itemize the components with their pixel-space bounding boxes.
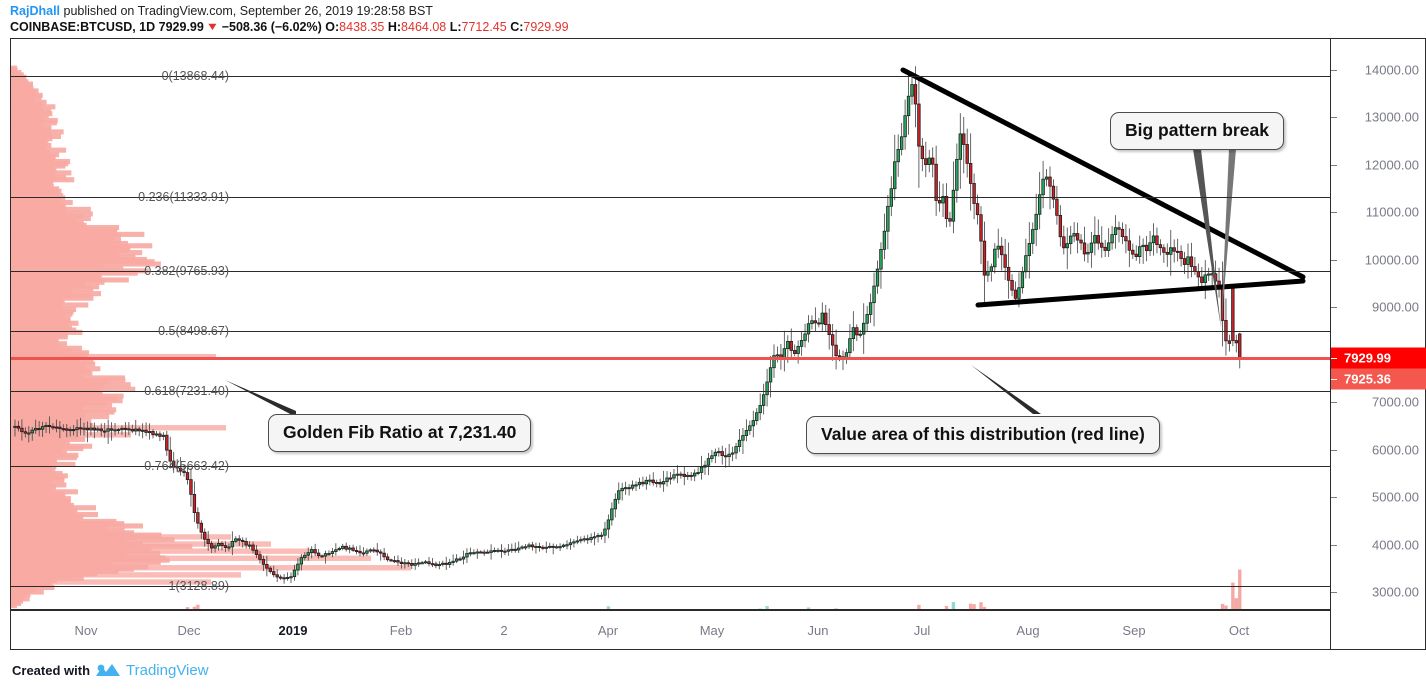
change-absolute: −508.36 xyxy=(221,20,268,34)
price-badge-last[interactable]: 7929.99 xyxy=(1331,347,1426,369)
price-tick-mark xyxy=(1331,117,1337,119)
close-value: 7929.99 xyxy=(523,20,569,34)
price-tick-label: 12000.00 xyxy=(1364,157,1419,173)
price-tick-label: 11000.00 xyxy=(1365,204,1419,220)
price-tick-label: 4000.00 xyxy=(1372,537,1419,553)
time-tick-label: 2019 xyxy=(278,623,308,638)
time-tick-label: Sep xyxy=(1122,623,1146,638)
price-tick-mark xyxy=(1331,592,1337,593)
header-publish-line: RajDhall published on TradingView.com, S… xyxy=(10,3,1426,19)
price-tick-mark xyxy=(1331,212,1337,214)
time-axis[interactable]: Nov Dec 2019 Feb 2 Apr May Jun Jul Aug Sep Oct xyxy=(10,610,1330,650)
fib-level-label: 0(13868.44) xyxy=(161,69,229,84)
price-badge-tick xyxy=(1331,358,1337,360)
tradingview-brand-name: TradingView xyxy=(126,662,209,679)
time-tick-label: Apr xyxy=(597,623,619,638)
time-tick-label: Dec xyxy=(177,623,201,638)
fib-level-label: 0.764(5663.42) xyxy=(144,458,229,473)
low-label: L: xyxy=(449,20,462,34)
annotation-value-area[interactable]: Value area of this distribution (red lin… xyxy=(806,416,1160,454)
fib-gridline xyxy=(11,331,1330,333)
price-tick-mark xyxy=(1331,544,1337,546)
tradingview-logo-icon xyxy=(95,662,121,679)
price-tick-label: 9000.00 xyxy=(1372,299,1419,315)
fib-level-label: 1(3128.89) xyxy=(168,578,229,593)
time-tick-label: Aug xyxy=(1016,623,1040,638)
low-value: 7712.45 xyxy=(461,20,507,34)
time-tick-label: 2 xyxy=(500,623,508,638)
fib-gridline xyxy=(11,465,1330,467)
fib-level-label: 0.618(7231.40) xyxy=(144,384,229,399)
high-value: 8464.08 xyxy=(401,20,447,34)
price-tick-label: 6000.00 xyxy=(1372,442,1419,458)
open-label: O: xyxy=(325,20,340,34)
fib-gridline xyxy=(11,270,1330,272)
author-name[interactable]: RajDhall xyxy=(10,4,61,18)
price-badge-tick xyxy=(1331,379,1337,381)
fib-level-label: 0.5(8498.67) xyxy=(158,324,229,339)
price-tick-label: 13000.00 xyxy=(1364,109,1419,125)
price-tick-mark xyxy=(1331,70,1337,71)
price-tick-mark xyxy=(1331,449,1337,451)
pattern-trendlines xyxy=(900,67,1306,308)
value-area-price-line xyxy=(11,357,1330,361)
close-label: C: xyxy=(510,20,524,34)
fib-gridline xyxy=(11,391,1330,393)
chart-header: RajDhall published on TradingView.com, S… xyxy=(0,0,1426,36)
fib-gridline xyxy=(11,76,1330,78)
footer: Created with TradingView xyxy=(12,662,209,679)
candlestick-series xyxy=(13,66,1242,584)
time-tick-label: Jul xyxy=(913,623,931,638)
publish-info: published on TradingView.com, September … xyxy=(60,4,433,18)
volume-profile-histogram xyxy=(11,65,411,609)
high-label: H: xyxy=(387,20,402,34)
annotation-golden-fib-ratio[interactable]: Golden Fib Ratio at 7,231.40 xyxy=(268,414,532,452)
time-tick-label: Jun xyxy=(807,623,829,638)
change-percent: (−6.02%) xyxy=(270,20,322,34)
symbol-label[interactable]: COINBASE:BTCUSD, 1D xyxy=(10,20,156,34)
price-tick-label: 14000.00 xyxy=(1364,62,1419,78)
down-arrow-icon: ▼ xyxy=(205,21,220,33)
fib-gridline xyxy=(11,585,1330,587)
price-axis[interactable]: 14000.00 13000.00 12000.00 11000.00 10000.00… xyxy=(1330,38,1426,650)
price-badge-secondary[interactable]: 7925.36 xyxy=(1331,368,1426,390)
time-tick-label: Oct xyxy=(1228,623,1250,638)
annotation-big-pattern-break[interactable]: Big pattern break xyxy=(1110,112,1284,150)
price-tick-mark xyxy=(1331,307,1337,309)
price-tick-label: 5000.00 xyxy=(1372,489,1419,505)
last-price: 7929.99 xyxy=(158,20,204,34)
time-tick-label: Nov xyxy=(74,623,98,638)
price-tick-label: 10000.00 xyxy=(1364,252,1419,268)
callout-leader-lines xyxy=(225,149,1236,417)
time-tick-label: May xyxy=(699,623,725,638)
fib-level-label: 0.382(9765.93) xyxy=(144,263,229,278)
time-tick-label: Feb xyxy=(389,623,413,638)
price-tick-label: 7000.00 xyxy=(1372,394,1419,410)
open-value: 8438.35 xyxy=(339,20,385,34)
price-tick-mark xyxy=(1331,164,1337,166)
volume-bars xyxy=(185,569,1242,609)
fib-level-label: 0.236(11333.91) xyxy=(138,189,229,204)
price-tick-label: 3000.00 xyxy=(1372,584,1419,600)
price-tick-mark xyxy=(1331,259,1337,261)
fib-gridline xyxy=(11,196,1330,198)
chart-canvas xyxy=(11,65,1306,609)
price-tick-mark xyxy=(1331,497,1337,499)
created-with-label: Created with xyxy=(12,663,91,678)
header-quote-line: COINBASE:BTCUSD, 1D 7929.99 ▼ −508.36 (−… xyxy=(10,19,1426,36)
price-tick-mark xyxy=(1331,402,1337,404)
